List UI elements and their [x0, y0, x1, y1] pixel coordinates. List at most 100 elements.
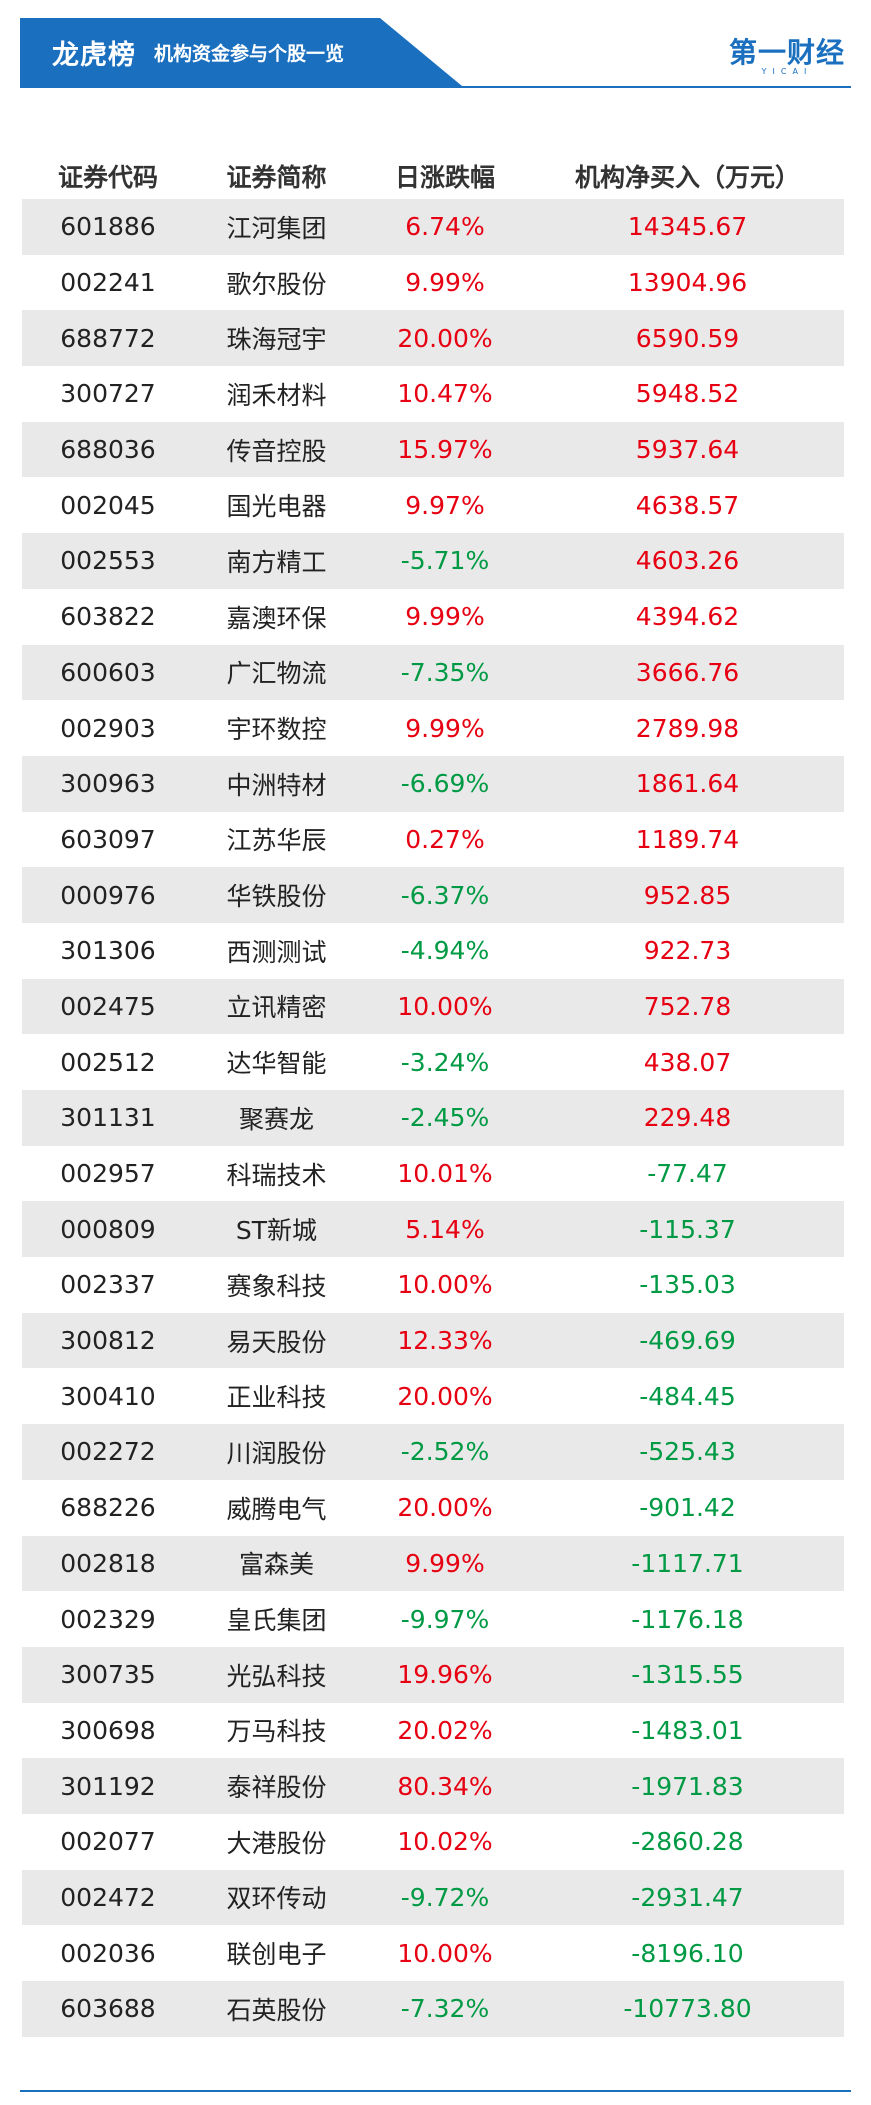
stock-name: 西测测试: [226, 937, 327, 967]
daily-change: 10.02%: [397, 1827, 493, 1857]
table-row: 300812 易天股份 12.33% -469.69: [22, 1312, 844, 1369]
institution-net-buy: 5948.52: [635, 379, 740, 409]
stock-name: 泰祥股份: [226, 1773, 327, 1803]
daily-change: -2.45%: [400, 1103, 490, 1133]
header-divider: [20, 86, 851, 88]
institution-net-buy: 1189.74: [635, 824, 740, 854]
footer-divider: [20, 2090, 851, 2092]
stock-code: 688036: [60, 435, 156, 465]
stock-code: 002036: [60, 1938, 156, 1968]
table-row: 002818 富森美 9.99% -1117.71: [22, 1535, 844, 1592]
stock-code: 002512: [60, 1047, 156, 1077]
daily-change: 19.96%: [397, 1660, 493, 1690]
stock-code: 002272: [60, 1437, 156, 1467]
institution-net-buy: 1861.64: [635, 769, 740, 799]
daily-change: -3.24%: [400, 1047, 490, 1077]
table-row: 000809 ST新城 5.14% -115.37: [22, 1201, 844, 1258]
institution-net-buy: 13904.96: [627, 268, 748, 298]
daily-change: 10.47%: [397, 379, 493, 409]
stock-code: 688226: [60, 1493, 156, 1523]
daily-change: 9.99%: [405, 602, 485, 632]
daily-change: -9.97%: [400, 1604, 490, 1634]
table-row: 688772 珠海冠宇 20.00% 6590.59: [22, 310, 844, 367]
stock-code: 301192: [60, 1771, 156, 1801]
stock-code: 002475: [60, 991, 156, 1021]
stock-name: 皇氏集团: [226, 1606, 327, 1636]
table-row: 300727 润禾材料 10.47% 5948.52: [22, 366, 844, 422]
stock-name: 广汇物流: [226, 659, 327, 689]
stock-code: 301306: [60, 936, 156, 966]
institution-net-buy: -2931.47: [631, 1882, 744, 1912]
institution-net-buy: 14345.67: [627, 212, 748, 242]
institution-net-buy: -1176.18: [631, 1604, 744, 1634]
logo-text: 第一财经: [728, 36, 845, 69]
stock-name: 联创电子: [226, 1940, 327, 1970]
table-row: 688226 威腾电气 20.00% -901.42: [22, 1480, 844, 1536]
table-row: 002045 国光电器 9.97% 4638.57: [22, 477, 844, 533]
institution-net-buy: -525.43: [639, 1437, 736, 1467]
institution-net-buy: 4394.62: [635, 602, 740, 632]
stock-name: 万马科技: [226, 1717, 327, 1747]
daily-change: 20.00%: [397, 323, 493, 353]
stock-code: 002241: [60, 268, 156, 298]
table-row: 300735 光弘科技 19.96% -1315.55: [22, 1646, 844, 1703]
daily-change: 80.34%: [397, 1771, 493, 1801]
stock-name: 传音控股: [226, 436, 327, 466]
stock-name: 石英股份: [226, 1995, 327, 2025]
stock-code: 002077: [60, 1827, 156, 1857]
institution-net-buy: -901.42: [639, 1493, 736, 1523]
table-row: 601886 江河集团 6.74% 14345.67: [22, 199, 844, 255]
stock-code: 002045: [60, 490, 156, 520]
table-row: 688036 传音控股 15.97% 5937.64: [22, 421, 844, 478]
daily-change: 15.97%: [397, 435, 493, 465]
daily-change: 9.99%: [405, 268, 485, 298]
stock-name: 华铁股份: [226, 882, 327, 912]
stock-name: 达华智能: [226, 1049, 327, 1079]
institution-net-buy: 6590.59: [635, 323, 740, 353]
stock-name: 科瑞技术: [226, 1160, 327, 1190]
stock-name: 南方精工: [226, 547, 327, 577]
daily-change: 6.74%: [405, 212, 485, 242]
stock-code: 000809: [60, 1214, 156, 1244]
institution-net-buy: -77.47: [647, 1159, 728, 1189]
institution-net-buy: 4603.26: [635, 546, 740, 576]
stock-name: 正业科技: [226, 1383, 327, 1413]
table-row: 002475 立讯精密 10.00% 752.78: [22, 978, 844, 1035]
daily-change: 20.00%: [397, 1381, 493, 1411]
daily-change: 10.00%: [397, 1938, 493, 1968]
daily-change: -7.32%: [400, 1994, 490, 2024]
stock-code: 300727: [60, 379, 156, 409]
stock-name: 大港股份: [226, 1828, 327, 1858]
institution-net-buy: -484.45: [639, 1381, 736, 1411]
institution-net-buy: 3666.76: [635, 657, 740, 687]
stock-code: 603822: [60, 602, 156, 632]
stock-code: 300812: [60, 1326, 156, 1356]
table-row: 002036 联创电子 10.00% -8196.10: [22, 1925, 844, 1981]
table-row: 002957 科瑞技术 10.01% -77.47: [22, 1146, 844, 1202]
institution-net-buy: -2860.28: [631, 1827, 744, 1857]
stock-code: 002553: [60, 546, 156, 576]
table-row: 002272 川润股份 -2.52% -525.43: [22, 1424, 844, 1480]
stock-code: 301131: [60, 1103, 156, 1133]
table-row: 600603 广汇物流 -7.35% 3666.76: [22, 644, 844, 701]
table-row: 301131 聚赛龙 -2.45% 229.48: [22, 1090, 844, 1146]
daily-change: 20.02%: [397, 1715, 493, 1745]
daily-change: 20.00%: [397, 1493, 493, 1523]
institution-net-buy: 952.85: [643, 880, 732, 910]
daily-change: 10.01%: [397, 1159, 493, 1189]
stock-code: 300410: [60, 1381, 156, 1411]
institution-net-buy: -1971.83: [631, 1771, 744, 1801]
stock-name: 易天股份: [226, 1327, 327, 1357]
stock-code: 603097: [60, 824, 156, 854]
table-header-row: 证券代码 证券简称 日涨跌幅 机构净买入（万元）: [22, 153, 844, 199]
daily-change: 10.00%: [397, 991, 493, 1021]
daily-change: -2.52%: [400, 1437, 490, 1467]
table-body: 601886 江河集团 6.74% 14345.67 002241 歌尔股份 9.99% 13…: [22, 199, 844, 2037]
stock-name: 嘉澳环保: [226, 603, 327, 633]
daily-change: -4.94%: [400, 936, 490, 966]
institution-net-buy: 4638.57: [635, 490, 740, 520]
table-row: 603688 石英股份 -7.32% -10773.80: [22, 1981, 844, 2037]
stock-name: ST新城: [235, 1216, 318, 1246]
column-header-change: 日涨跌幅: [394, 163, 495, 192]
daily-change: -5.71%: [400, 546, 490, 576]
